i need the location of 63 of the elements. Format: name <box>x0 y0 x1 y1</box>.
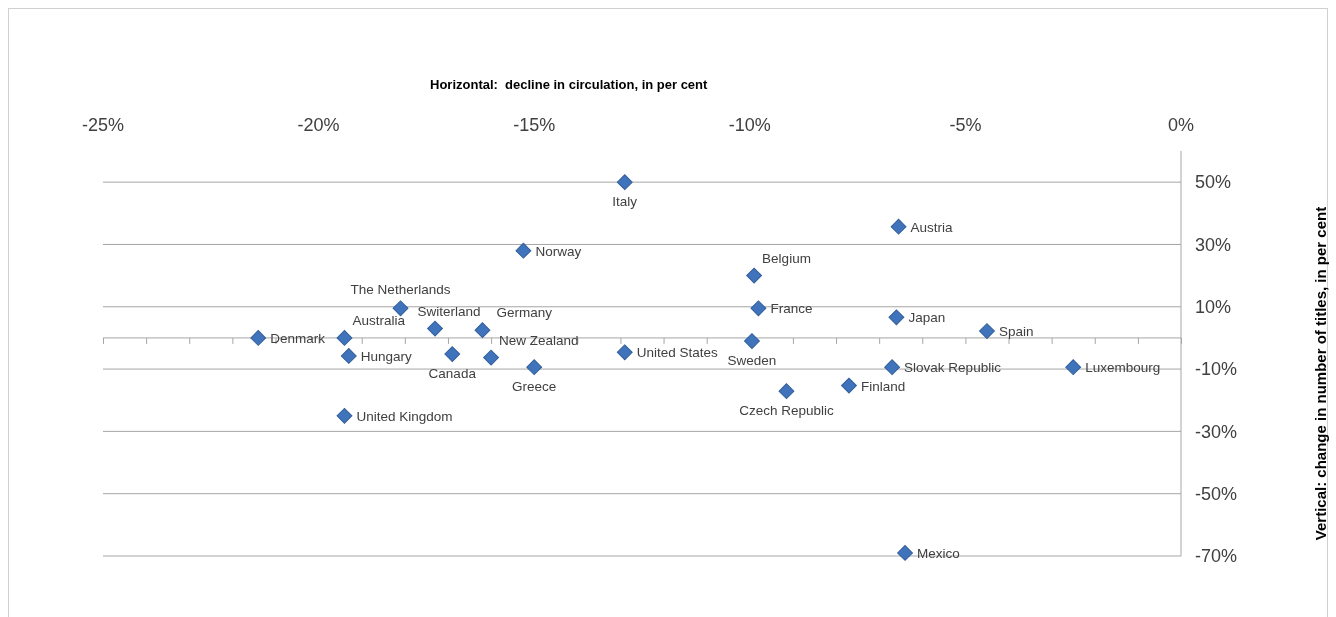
point <box>250 330 267 346</box>
annotation: Italy <box>612 194 638 210</box>
point <box>750 300 767 317</box>
point <box>897 544 913 561</box>
point <box>888 309 905 326</box>
x-tick-label: -10% <box>728 115 771 135</box>
annotation: Australia <box>352 312 406 328</box>
annotation: France <box>770 301 813 317</box>
point <box>890 218 907 235</box>
annotation: Denmark <box>270 330 326 346</box>
annotation: Austria <box>910 219 954 235</box>
annotation: Greece <box>512 379 557 395</box>
annotation: New Zealand <box>499 332 579 348</box>
point <box>340 348 357 364</box>
point <box>444 346 461 363</box>
annotation: Finland <box>860 378 906 394</box>
point <box>778 383 795 400</box>
point <box>336 407 353 424</box>
point <box>427 320 443 337</box>
x-tick-label: -20% <box>297 115 340 135</box>
annotation: Luxembourg <box>1085 360 1161 376</box>
point <box>744 333 760 349</box>
annotation: Mexico <box>917 545 960 561</box>
point <box>336 330 353 346</box>
y-tick-label: 30% <box>1195 234 1232 255</box>
x-tick-label: -25% <box>81 115 125 135</box>
point <box>979 323 995 339</box>
y-tick-label: 50% <box>1195 172 1232 193</box>
annotation: Germany <box>496 305 553 321</box>
point <box>884 359 901 376</box>
annotation: Switerland <box>417 303 481 319</box>
point <box>515 242 532 259</box>
annotation: Japan <box>908 310 946 326</box>
x-axis-title: Horizontal: decline in circulation, in per cent <box>430 77 709 92</box>
annotation: Sweden <box>727 353 777 369</box>
y-tick-label: -10% <box>1195 359 1238 380</box>
annotation: United States <box>636 345 719 361</box>
point <box>746 267 763 284</box>
x-tick-label: -5% <box>949 115 982 135</box>
y-tick-label: 10% <box>1195 297 1232 318</box>
point <box>841 377 857 394</box>
annotation: Slovak Republic <box>904 360 1002 376</box>
annotation: Belgium <box>762 250 811 266</box>
point <box>526 359 543 376</box>
point <box>483 349 499 366</box>
y-tick-label: -30% <box>1195 421 1238 442</box>
annotation: United Kingdom <box>356 408 453 424</box>
x-tick-label: 0% <box>1167 115 1195 135</box>
point <box>392 300 409 317</box>
annotation: Czech Republic <box>739 403 834 419</box>
point <box>616 174 633 191</box>
annotation: Canada <box>428 366 477 382</box>
annotation: Norway <box>535 243 582 259</box>
y-tick-label: -70% <box>1195 546 1238 567</box>
annotation: Hungary <box>360 348 413 364</box>
y-axis-title: Vertical: change in number of titles, in per cent <box>1312 206 1329 541</box>
point <box>1065 359 1082 376</box>
y-tick-label: -50% <box>1195 483 1238 504</box>
point <box>474 322 491 339</box>
x-tick-label: -15% <box>513 115 556 135</box>
annotation: The Netherlands <box>350 282 451 298</box>
annotation: Spain <box>998 324 1034 340</box>
point <box>616 344 633 361</box>
